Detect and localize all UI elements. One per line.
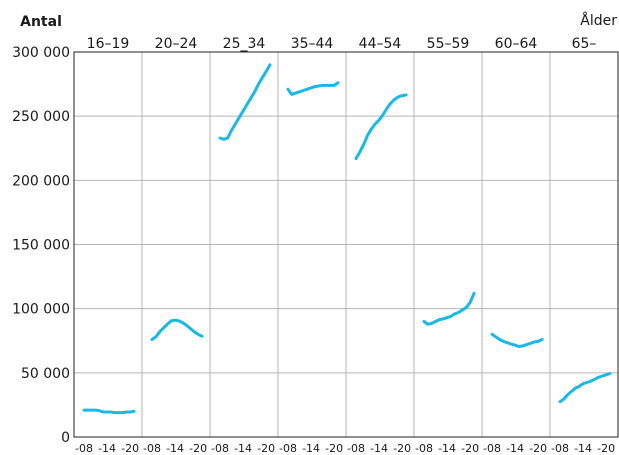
y-tick-label: 150 000	[12, 238, 70, 254]
x-tick-label: -08	[483, 442, 501, 455]
x-tick-label: -08	[279, 442, 297, 455]
x-axis-label: Ålder	[580, 12, 617, 29]
series-line	[490, 332, 544, 348]
series-line	[558, 372, 612, 404]
x-tick-label: -20	[393, 442, 411, 455]
x-tick-label: -14	[506, 442, 524, 455]
category-label: 44–54	[359, 36, 402, 52]
x-tick-labels: -08 -14 -20 -08 -14 -20 -08 -14 -20 -08 -14 -20 -08-…	[75, 442, 615, 455]
y-tick-label: 100 000	[12, 302, 70, 318]
y-tick-label: 250 000	[12, 109, 70, 125]
category-label: 25_34	[223, 36, 266, 52]
series-line	[150, 318, 204, 341]
x-tick-label: -14	[574, 442, 592, 455]
x-tick-label: -20	[597, 442, 615, 455]
x-tick-label: -14	[370, 442, 388, 455]
x-tick-label: -20	[461, 442, 479, 455]
x-tick-label: -14	[98, 442, 116, 455]
category-labels: 16–19 20–24 25_34 35–44 44–54 55–59 60–64 65–	[87, 36, 597, 52]
x-tick-label: -08	[415, 442, 433, 455]
category-label: 20–24	[155, 36, 198, 52]
x-tick-label: -14	[302, 442, 320, 455]
series-lines	[82, 63, 612, 415]
category-label: 65–	[572, 36, 597, 52]
plot-frame	[73, 51, 619, 438]
x-tick-label: -20	[257, 442, 275, 455]
y-tick-label: 200 000	[12, 173, 70, 189]
series-line	[422, 291, 476, 326]
y-tick-label: 0	[61, 430, 70, 446]
x-tick-label: -20	[325, 442, 343, 455]
x-tick-label: -14	[438, 442, 456, 455]
x-tick-label: -20	[529, 442, 547, 455]
category-label: 16–19	[87, 36, 130, 52]
series-line	[218, 63, 272, 141]
y-tick-labels: 0 50 000 100 000 150 000 200 000 250 000 300 0…	[12, 45, 70, 446]
grid	[74, 52, 618, 437]
series-line	[82, 408, 136, 415]
x-tick-label: -20	[189, 442, 207, 455]
y-tick-label: 50 000	[21, 366, 70, 382]
y-tick-label: 300 000	[12, 45, 70, 61]
series-line	[354, 93, 408, 160]
x-tick-label: -08	[75, 442, 93, 455]
y-axis-label: Antal	[20, 14, 62, 30]
category-label: 55–59	[427, 36, 470, 52]
x-tick-label: -08	[347, 442, 365, 455]
x-tick-label: -14	[166, 442, 184, 455]
x-tick-label: -08	[143, 442, 161, 455]
category-label: 60–64	[495, 36, 538, 52]
category-label: 35–44	[291, 36, 334, 52]
x-tick-label: -14	[234, 442, 252, 455]
x-tick-label: -20	[121, 442, 139, 455]
series-line	[286, 81, 340, 96]
x-tick-label: -08	[551, 442, 569, 455]
x-tick-label: -08	[211, 442, 229, 455]
